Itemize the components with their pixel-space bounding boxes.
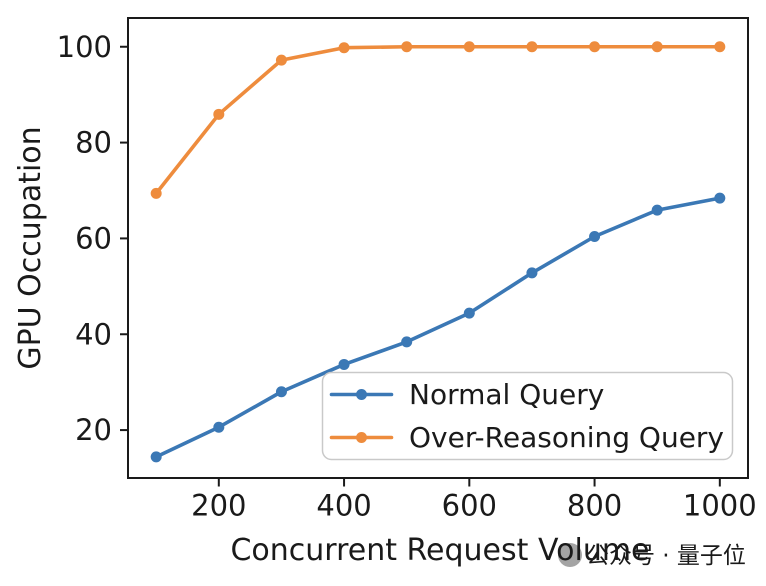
x-tick-label: 200 [191,489,246,523]
data-point-normal-query [526,267,538,279]
data-point-normal-query [589,231,601,242]
y-tick-label: 40 [75,317,112,351]
series-line-normal-query [154,196,722,459]
x-tick-label: 600 [442,489,497,523]
y-tick-label: 100 [57,30,112,64]
data-point-normal-query [338,358,350,370]
data-point-normal-query [714,192,726,204]
data-point-over-reasoning-query [150,187,162,199]
series-line-over-reasoning-query [154,44,722,196]
data-point-normal-query [651,204,663,216]
data-point-over-reasoning-query [651,41,663,53]
data-point-over-reasoning-query [338,42,350,54]
plot-border [127,17,749,479]
y-axis-label: GPU Occupation [13,126,48,369]
y-tick-label: 80 [75,126,112,160]
x-tick-label: 1000 [683,489,757,523]
axis-ticks: 20 40 60 80 100 200 400 600 800 1000 [57,30,757,523]
data-point-over-reasoning-query [213,108,225,120]
legend: Normal Query Over-Reasoning Query [321,371,734,461]
watermark: 公众号 · 量子位 [558,543,746,569]
data-point-over-reasoning-query [526,41,538,53]
watermark-text: 公众号 · 量子位 [586,543,746,569]
y-tick-label: 20 [75,413,112,447]
data-point-normal-query [463,307,475,319]
data-point-over-reasoning-query [714,41,726,53]
data-point-normal-query [401,336,413,348]
data-point-normal-query [275,386,287,398]
qbitai-logo-icon [558,543,582,567]
data-point-over-reasoning-query [401,41,413,53]
legend-label-normal-query: Normal Query [409,378,604,411]
series-layer [150,41,726,463]
legend-box [321,371,734,461]
legend-marker-normal-query [356,389,367,400]
y-tick-label: 60 [75,221,112,255]
x-axis-label: Concurrent Request Volume [230,533,649,568]
x-tick-label: 800 [567,489,622,523]
legend-marker-over-reasoning-query [356,432,367,443]
legend-label-over-reasoning-query: Over-Reasoning Query [409,421,724,454]
data-point-over-reasoning-query [589,41,601,53]
data-point-normal-query [150,451,162,463]
data-point-over-reasoning-query [275,54,287,66]
x-tick-label: 400 [316,489,371,523]
data-point-normal-query [213,421,225,433]
data-point-over-reasoning-query [463,41,475,53]
